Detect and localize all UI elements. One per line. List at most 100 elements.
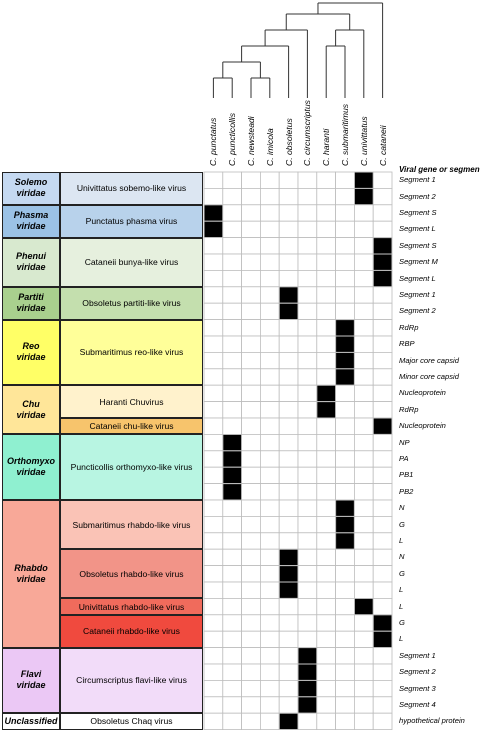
- grid-cell: [222, 187, 243, 206]
- grid-cell: [241, 450, 261, 468]
- grid-cell: [241, 696, 261, 714]
- segment-label: RBP: [399, 339, 415, 349]
- grid-cell: [316, 499, 336, 517]
- grid-cell: [222, 581, 243, 599]
- segment-label: Segment 2: [399, 306, 436, 316]
- grid-cell: [316, 532, 336, 550]
- grid-cell: [278, 433, 299, 452]
- grid-cell: [372, 187, 393, 206]
- grid-cell: [353, 417, 374, 435]
- grid-cell: [259, 368, 280, 386]
- grid-cell: [297, 581, 318, 599]
- grid-cell: [297, 253, 318, 271]
- grid-cell: [353, 368, 374, 386]
- grid-cell: [335, 565, 355, 583]
- species-label: C. cataneii: [377, 125, 388, 166]
- presence-mark: [223, 434, 242, 451]
- presence-mark: [336, 500, 354, 516]
- grid-cell: [203, 335, 224, 353]
- grid-cell: [297, 220, 318, 238]
- segment-label: L: [399, 634, 404, 644]
- grid-cell: [353, 220, 374, 238]
- grid-cell: [222, 598, 243, 616]
- grid-cell: [259, 220, 280, 238]
- grid-cell: [222, 237, 243, 255]
- grid-cell: [278, 663, 299, 681]
- grid-cell: [203, 647, 224, 665]
- grid-cell: [278, 368, 299, 386]
- grid-cell: [372, 712, 393, 731]
- grid-cell: [241, 680, 261, 698]
- grid-cell: [222, 204, 243, 222]
- grid-cell: [203, 286, 224, 304]
- grid-cell: [316, 598, 336, 616]
- grid-cell: [259, 663, 280, 681]
- grid-cell: [241, 466, 261, 485]
- presence-mark: [279, 713, 298, 730]
- presence-mark: [223, 467, 242, 484]
- grid-cell: [353, 204, 374, 222]
- presence-mark: [279, 582, 298, 598]
- grid-cell: [222, 548, 243, 567]
- virus-name: Cataneii bunya-like virus: [60, 237, 203, 287]
- grid-cell: [297, 401, 318, 419]
- segment-label: Minor core capsid: [399, 372, 459, 381]
- segment-label: Segment 2: [399, 667, 436, 677]
- grid-cell: [278, 516, 299, 534]
- grid-cell: [372, 483, 393, 501]
- grid-cell: [316, 269, 336, 288]
- grid-cell: [316, 630, 336, 649]
- grid-cell: [241, 253, 261, 271]
- grid-cell: [353, 483, 374, 501]
- grid-cell: [222, 368, 243, 386]
- grid-cell: [241, 351, 261, 370]
- grid-cell: [241, 581, 261, 599]
- segment-label: hypothetical protein: [399, 716, 465, 726]
- presence-mark: [279, 303, 298, 320]
- grid-cell: [203, 433, 224, 452]
- presence-mark: [373, 270, 392, 287]
- grid-cell: [222, 253, 243, 271]
- segment-label: Major core capsid: [399, 355, 459, 365]
- family-name: Reo viridae: [2, 319, 60, 386]
- grid-cell: [335, 466, 355, 485]
- grid-cell: [259, 696, 280, 714]
- grid-cell: [222, 302, 243, 321]
- presence-mark: [279, 566, 298, 582]
- grid-cell: [353, 401, 374, 419]
- grid-cell: [203, 516, 224, 534]
- grid-cell: [372, 204, 393, 222]
- family-name: Orthomyxo viridae: [2, 434, 60, 500]
- family-name: Chu viridae: [2, 385, 60, 435]
- grid-cell: [335, 237, 355, 255]
- presence-mark: [354, 598, 373, 615]
- family-name: Phasma viridae: [2, 204, 60, 238]
- grid-cell: [241, 548, 261, 567]
- grid-cell: [203, 319, 224, 337]
- grid-cell: [203, 581, 224, 599]
- grid-cell: [203, 598, 224, 616]
- grid-cell: [278, 187, 299, 206]
- grid-cell: [278, 335, 299, 353]
- grid-cell: [353, 466, 374, 485]
- presence-mark: [279, 549, 298, 566]
- grid-cell: [297, 319, 318, 337]
- grid-cell: [316, 220, 336, 238]
- grid-cell: [297, 351, 318, 370]
- grid-cell: [259, 253, 280, 271]
- grid-cell: [241, 171, 261, 189]
- segment-label: PB1: [399, 470, 414, 480]
- grid-cell: [222, 384, 243, 403]
- family-name: Phenui viridae: [2, 237, 60, 287]
- grid-cell: [259, 680, 280, 698]
- grid-cell: [353, 253, 374, 271]
- grid-cell: [203, 368, 224, 386]
- grid-cell: [353, 712, 374, 731]
- segment-label: G: [399, 568, 405, 578]
- grid-cell: [222, 516, 243, 534]
- segment-label: Segment 2: [399, 191, 436, 201]
- segment-label: Nucleoprotein: [399, 421, 446, 431]
- grid-cell: [278, 204, 299, 222]
- grid-cell: [259, 581, 280, 599]
- presence-mark: [317, 402, 336, 418]
